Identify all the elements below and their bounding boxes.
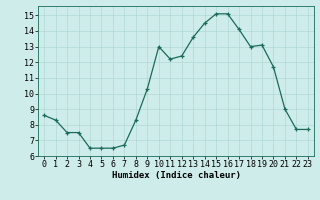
X-axis label: Humidex (Indice chaleur): Humidex (Indice chaleur)	[111, 171, 241, 180]
